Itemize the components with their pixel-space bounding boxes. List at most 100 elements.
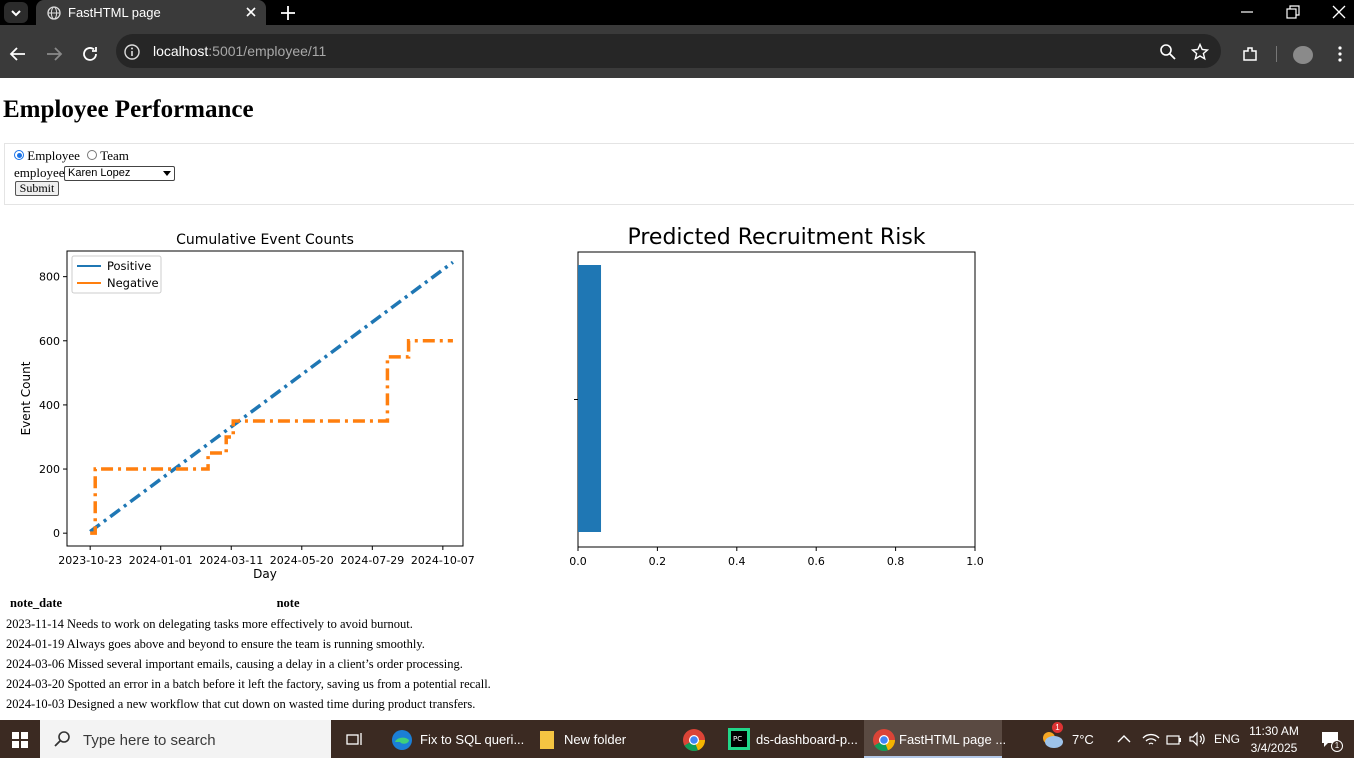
x-tick-label: 2024-10-07 bbox=[411, 554, 475, 567]
folder-icon bbox=[540, 731, 554, 749]
clock-time: 11:30 AM bbox=[1249, 724, 1299, 738]
legend-positive-label: Positive bbox=[107, 259, 151, 273]
page-title: Employee Performance bbox=[3, 96, 254, 123]
taskbar-search[interactable]: Type here to search bbox=[40, 720, 331, 758]
note-cell: 2024-10-03 Designed a new workflow that … bbox=[6, 695, 508, 713]
note-text: Designed a new workflow that cut down on… bbox=[67, 697, 476, 711]
note-text: Spotted an error in a batch before it le… bbox=[67, 677, 491, 691]
forward-arrow-icon[interactable] bbox=[45, 45, 63, 63]
chrome-icon bbox=[873, 729, 896, 752]
notifications-icon[interactable] bbox=[1320, 730, 1340, 749]
close-icon[interactable] bbox=[244, 5, 258, 19]
star-icon[interactable] bbox=[1191, 43, 1209, 61]
taskbar-app-chrome[interactable] bbox=[676, 720, 716, 758]
team-radio[interactable] bbox=[87, 150, 98, 160]
svg-text:PC: PC bbox=[733, 735, 742, 743]
weather-temp: 7°C bbox=[1072, 732, 1094, 747]
url-text[interactable]: localhost:5001/employee/11 bbox=[153, 43, 326, 59]
taskbar-search-placeholder: Type here to search bbox=[83, 732, 216, 749]
chevron-up-icon[interactable] bbox=[1117, 734, 1131, 744]
clock[interactable]: 11:30 AM 3/4/2025 bbox=[1246, 723, 1302, 757]
note-text: Needs to work on delegating tasks more e… bbox=[67, 617, 413, 631]
recruitment-risk-chart: Predicted Recruitment Risk 0.0 0.2 0.4 0.6 0.… bbox=[569, 225, 984, 568]
taskbar-app-chrome-active[interactable]: FastHTML page ... bbox=[864, 720, 1006, 758]
note-date: 2024-03-20 bbox=[6, 677, 65, 691]
y-tick-label: 800 bbox=[39, 271, 60, 284]
minimize-icon[interactable] bbox=[1239, 4, 1255, 20]
volume-icon[interactable] bbox=[1188, 731, 1206, 747]
employee-radio-label: Employee bbox=[27, 148, 80, 163]
chrome-icon bbox=[683, 729, 706, 752]
y-axis-label: Event Count bbox=[19, 361, 33, 435]
tab-search-button[interactable] bbox=[4, 2, 28, 23]
weather-widget[interactable]: 1 7°C bbox=[1038, 720, 1102, 758]
windows-start-icon[interactable] bbox=[12, 732, 28, 748]
language-indicator[interactable]: ENG bbox=[1214, 732, 1241, 746]
x-axis-label: Day bbox=[253, 567, 277, 581]
clock-date: 3/4/2025 bbox=[1250, 741, 1298, 755]
note-cell: 2023-11-14 Needs to work on delegating t… bbox=[6, 615, 508, 633]
globe-icon bbox=[47, 6, 61, 20]
note-date: 2024-03-06 bbox=[6, 657, 65, 671]
x-tick-label: 0.0 bbox=[569, 555, 587, 568]
employee-radio[interactable] bbox=[14, 150, 24, 160]
x-tick-label: 0.8 bbox=[887, 555, 905, 568]
mode-radio-group: Employee Team bbox=[14, 148, 129, 164]
browser-toolbar: localhost:5001/employee/11 bbox=[0, 25, 1354, 78]
plot-area bbox=[577, 251, 976, 548]
employee-select-value: Karen Lopez bbox=[68, 167, 131, 179]
note-date: 2024-01-19 bbox=[6, 637, 65, 651]
taskbar-app-label: New folder bbox=[564, 732, 627, 747]
zoom-icon[interactable] bbox=[1159, 43, 1177, 61]
note-row: 2023-11-14 Needs to work on delegating t… bbox=[6, 615, 508, 633]
edge-browser-icon bbox=[392, 730, 412, 750]
header-note: note bbox=[276, 596, 300, 610]
address-bar[interactable]: localhost:5001/employee/11 bbox=[116, 34, 1221, 68]
chart-title: Cumulative Event Counts bbox=[176, 232, 354, 248]
wifi-icon[interactable] bbox=[1142, 731, 1160, 747]
note-text: Always goes above and beyond to ensure t… bbox=[66, 637, 425, 651]
toolbar-separator bbox=[1276, 46, 1277, 62]
browser-tab-strip: FastHTML page bbox=[0, 0, 1354, 25]
taskbar-app-pycharm[interactable]: PC ds-dashboard-p... bbox=[722, 720, 860, 758]
x-tick-label: 2024-01-01 bbox=[129, 554, 193, 567]
x-tick-label: 2024-05-20 bbox=[270, 554, 334, 567]
employee-select[interactable]: Karen Lopez bbox=[64, 166, 175, 181]
chevron-down-icon bbox=[11, 10, 21, 17]
note-date: 2023-11-14 bbox=[6, 617, 64, 631]
restore-icon[interactable] bbox=[1285, 4, 1301, 20]
x-tick-label: 1.0 bbox=[966, 555, 984, 568]
team-radio-label: Team bbox=[100, 148, 129, 163]
x-tick-label: 2024-03-11 bbox=[199, 554, 263, 567]
legend-negative-label: Negative bbox=[107, 276, 159, 290]
browser-tab-active[interactable]: FastHTML page bbox=[36, 0, 266, 25]
pycharm-icon: PC bbox=[728, 728, 750, 750]
notes-header-row: note_date note bbox=[6, 596, 508, 613]
note-cell: 2024-03-06 Missed several important emai… bbox=[6, 655, 508, 673]
extensions-icon[interactable] bbox=[1241, 45, 1259, 63]
note-row: 2024-10-03 Designed a new workflow that … bbox=[6, 695, 508, 713]
positive-series-line bbox=[89, 260, 454, 533]
taskbar-app-label: FastHTML page ... bbox=[899, 732, 1007, 747]
taskbar-app-edge[interactable]: Fix to SQL queri... bbox=[382, 720, 524, 758]
profile-avatar[interactable] bbox=[1293, 46, 1313, 64]
back-arrow-icon[interactable] bbox=[9, 45, 27, 63]
negative-series-line bbox=[90, 339, 453, 535]
note-text: Missed several important emails, causing… bbox=[67, 657, 463, 671]
y-tick-label: 600 bbox=[39, 335, 60, 348]
task-view-icon[interactable] bbox=[346, 731, 364, 747]
reload-icon[interactable] bbox=[81, 45, 99, 63]
risk-bar bbox=[578, 265, 602, 532]
note-date: 2024-10-03 bbox=[6, 697, 65, 711]
weather-badge: 1 bbox=[1052, 722, 1063, 733]
submit-button[interactable]: Submit bbox=[15, 181, 59, 196]
employee-select-label: employee bbox=[14, 165, 65, 180]
window-close-icon[interactable] bbox=[1331, 4, 1347, 20]
battery-plug-icon[interactable] bbox=[1165, 731, 1183, 747]
new-tab-icon[interactable] bbox=[279, 4, 297, 22]
taskbar-app-explorer[interactable]: New folder bbox=[530, 720, 670, 758]
note-row: 2024-03-06 Missed several important emai… bbox=[6, 655, 508, 673]
y-tick-label: 400 bbox=[39, 399, 60, 412]
more-vertical-icon[interactable] bbox=[1331, 45, 1349, 63]
site-info-icon[interactable] bbox=[123, 43, 141, 61]
